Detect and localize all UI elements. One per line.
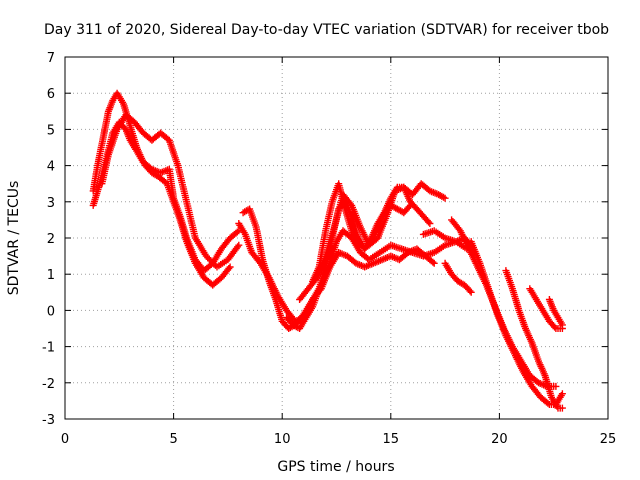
chart-title: Day 311 of 2020, Sidereal Day-to-day VTE… [44, 22, 609, 38]
y-tick-label: 4 [47, 160, 55, 175]
data-point-marker [233, 228, 241, 236]
y-axis-label: SDTVAR / TECUs [6, 181, 22, 296]
data-point-marker [558, 321, 566, 329]
series-track-13 [502, 267, 566, 412]
data-point-marker [441, 194, 449, 202]
data-point-marker [467, 288, 475, 296]
series-track-11 [448, 216, 560, 390]
marker-layer [89, 89, 566, 412]
y-tick-label: -1 [42, 341, 55, 356]
series-track-9 [441, 259, 475, 296]
y-tick-label: 2 [47, 232, 55, 247]
data-point-marker [225, 265, 233, 272]
y-tick-label: 1 [47, 268, 55, 283]
data-point-marker [235, 241, 243, 249]
data-point-marker [205, 255, 213, 263]
x-tick-label: 25 [600, 432, 617, 447]
data-point-marker [426, 220, 434, 227]
y-tick-label: 3 [47, 196, 55, 211]
x-tick-label: 10 [274, 432, 291, 447]
data-point-marker [430, 259, 438, 267]
data-point-marker [425, 218, 433, 226]
data-point-marker [226, 263, 234, 271]
data-point-marker [405, 203, 413, 211]
x-tick-label: 20 [491, 432, 508, 447]
data-point-marker [210, 260, 218, 268]
data-point-marker [202, 252, 210, 260]
data-point-marker [558, 404, 566, 412]
data-point-marker [552, 382, 560, 390]
data-point-marker [429, 258, 437, 266]
series-track-3 [98, 111, 243, 271]
data-point-marker [558, 390, 566, 398]
data-point-marker [440, 193, 447, 201]
plot-frame [64, 56, 609, 420]
data-point-marker [208, 258, 216, 266]
data-point-marker [551, 323, 559, 331]
y-tick-label: 0 [47, 304, 55, 319]
series-track-8 [309, 180, 434, 285]
y-tick-label: 7 [47, 51, 55, 66]
x-tick-label: 5 [169, 432, 177, 447]
data-point-marker [207, 257, 215, 265]
data-point-marker [204, 254, 212, 262]
data-point-marker [234, 243, 242, 251]
data-point-marker [466, 287, 474, 295]
series-track-4 [239, 205, 438, 332]
y-tick-label: -3 [42, 413, 55, 428]
series-track-15 [545, 296, 566, 329]
y-tick-label: 5 [47, 123, 55, 138]
data-point-marker [544, 399, 552, 407]
x-tick-label: 0 [61, 432, 69, 447]
y-tick-label: -2 [42, 377, 55, 392]
y-tick-label: 6 [47, 87, 55, 102]
series-track-14 [526, 285, 566, 332]
x-tick-label: 15 [383, 432, 400, 447]
x-axis-label: GPS time / hours [277, 459, 394, 475]
